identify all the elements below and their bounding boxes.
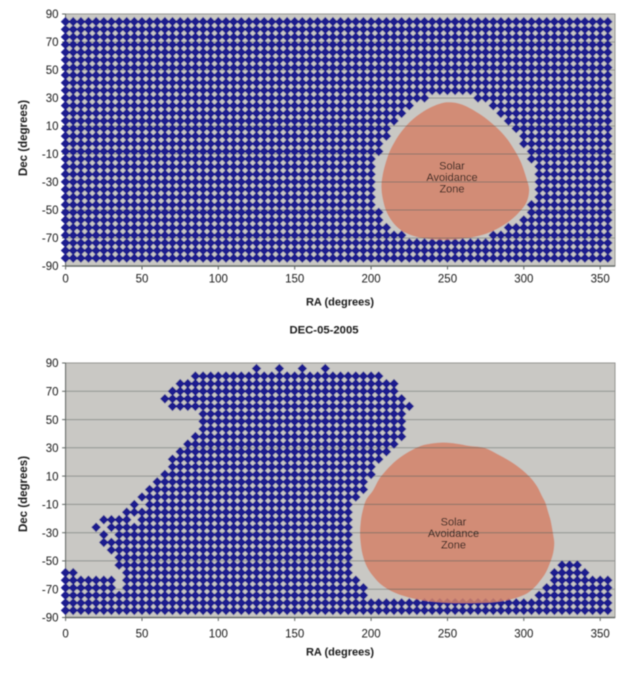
svg-text:100: 100 <box>209 274 228 286</box>
svg-text:70: 70 <box>46 387 59 399</box>
svg-text:300: 300 <box>514 629 533 641</box>
svg-text:Avoidance: Avoidance <box>426 172 477 184</box>
svg-text:50: 50 <box>46 415 59 427</box>
svg-text:-90: -90 <box>42 261 59 273</box>
svg-text:10: 10 <box>46 121 59 133</box>
svg-text:100: 100 <box>209 629 228 641</box>
svg-text:0: 0 <box>62 629 68 641</box>
svg-text:-10: -10 <box>42 149 59 161</box>
svg-text:70: 70 <box>46 37 59 49</box>
svg-text:-70: -70 <box>42 233 59 245</box>
svg-text:50: 50 <box>46 65 59 77</box>
svg-text:-30: -30 <box>42 177 59 189</box>
svg-text:90: 90 <box>46 358 59 370</box>
svg-text:30: 30 <box>46 93 59 105</box>
svg-text:-50: -50 <box>42 556 59 568</box>
svg-text:RA (degrees): RA (degrees) <box>306 297 374 309</box>
svg-text:Zone: Zone <box>441 540 466 552</box>
svg-text:30: 30 <box>46 443 59 455</box>
svg-text:0: 0 <box>62 274 68 286</box>
svg-text:-10: -10 <box>42 500 59 512</box>
svg-text:50: 50 <box>136 274 149 286</box>
svg-text:150: 150 <box>285 629 304 641</box>
svg-text:350: 350 <box>591 629 610 641</box>
svg-text:Avoidance: Avoidance <box>428 528 479 540</box>
svg-text:Dec (degrees): Dec (degrees) <box>18 100 30 176</box>
svg-text:90: 90 <box>46 9 59 21</box>
svg-text:150: 150 <box>285 274 304 286</box>
svg-text:RA (degrees): RA (degrees) <box>306 647 374 659</box>
svg-text:250: 250 <box>438 629 457 641</box>
svg-text:200: 200 <box>362 274 381 286</box>
svg-text:-30: -30 <box>42 528 59 540</box>
svg-text:250: 250 <box>438 274 457 286</box>
svg-text:10: 10 <box>46 471 59 483</box>
svg-text:-90: -90 <box>42 613 59 625</box>
svg-text:350: 350 <box>591 274 610 286</box>
svg-text:DEC-05-2005: DEC-05-2005 <box>289 325 358 337</box>
svg-text:Zone: Zone <box>439 184 464 196</box>
svg-text:300: 300 <box>514 274 533 286</box>
svg-text:200: 200 <box>362 629 381 641</box>
svg-text:50: 50 <box>136 629 149 641</box>
svg-text:-70: -70 <box>42 584 59 596</box>
svg-text:Solar: Solar <box>441 517 467 529</box>
svg-text:Solar: Solar <box>439 161 465 173</box>
svg-text:-50: -50 <box>42 205 59 217</box>
svg-text:Dec (degrees): Dec (degrees) <box>18 456 30 532</box>
